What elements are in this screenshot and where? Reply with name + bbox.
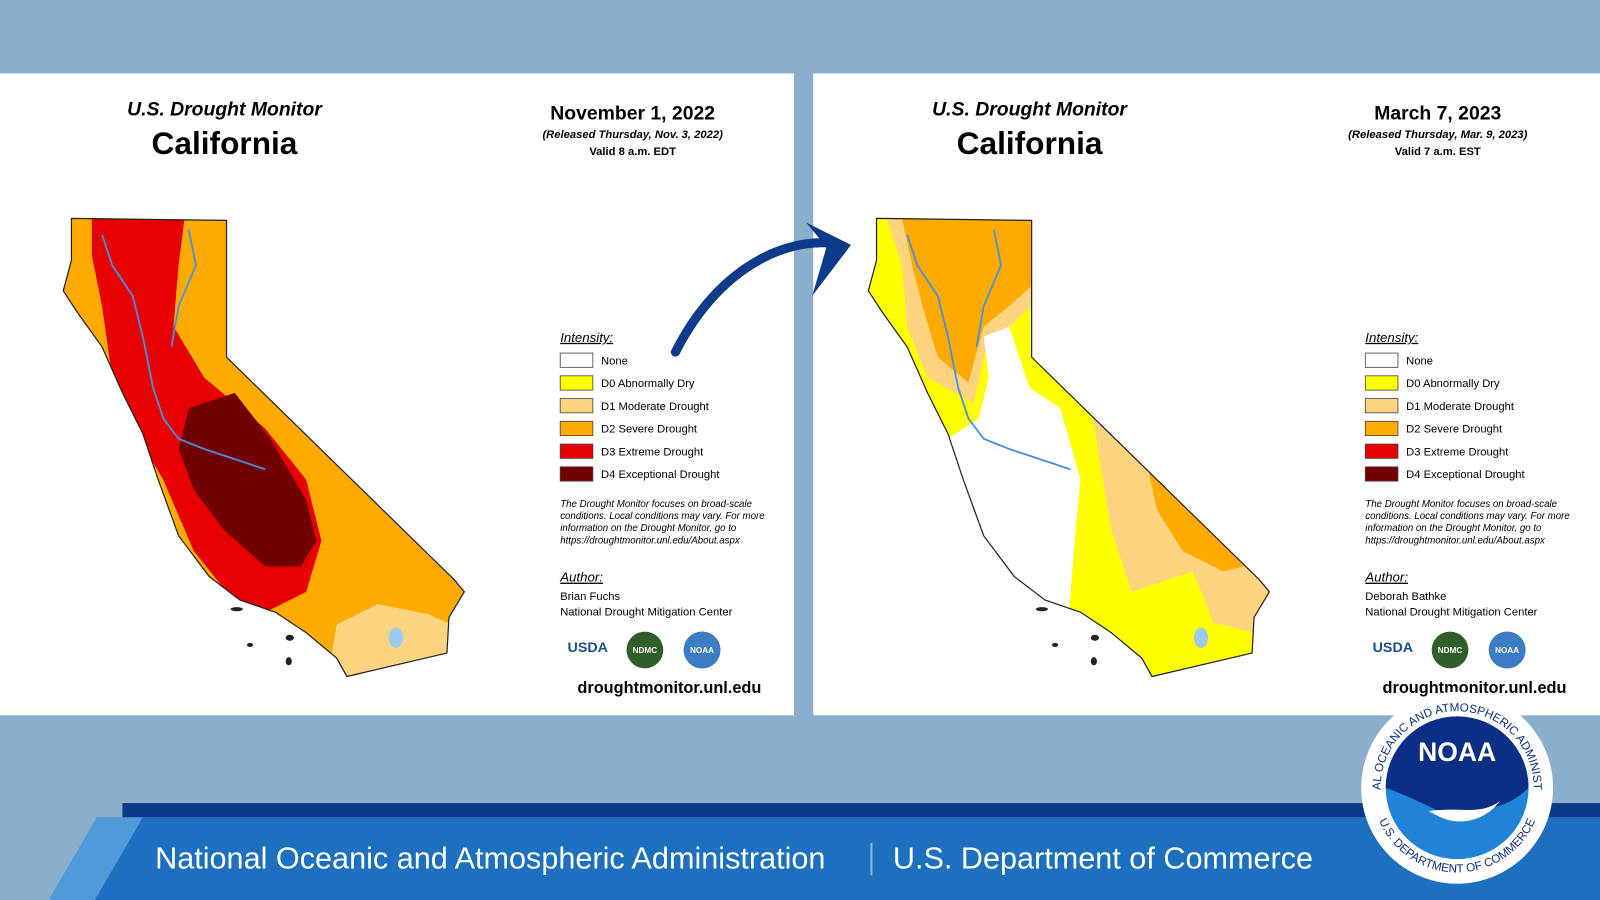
- note-line: The Drought Monitor focuses on broad-sca…: [560, 499, 752, 510]
- date: March 7, 2023: [1374, 102, 1501, 124]
- logo-badge: [1431, 631, 1469, 669]
- note-line: https://droughtmonitor.unl.edu/About.asp…: [560, 535, 741, 546]
- legend-swatch: [559, 466, 594, 482]
- valid: Valid 8 a.m. EDT: [589, 146, 676, 158]
- legend-swatch: [1364, 443, 1399, 459]
- legend-label: D0 Abnormally Dry: [1406, 378, 1500, 390]
- legend-label: D1 Moderate Drought: [1406, 401, 1515, 413]
- legend-swatch: [1364, 420, 1399, 437]
- seal-name: NOAA: [1418, 737, 1496, 767]
- logo: NDMC: [633, 646, 658, 655]
- state: California: [152, 125, 298, 161]
- legend-swatch: [559, 352, 594, 368]
- valid: Valid 7 a.m. EST: [1395, 146, 1481, 158]
- note-line: information on the Drought Monitor, go t…: [1365, 523, 1542, 534]
- legend-title: Intensity:: [560, 330, 613, 345]
- logo-badge: [683, 631, 721, 669]
- legend-label: D3 Extreme Drought: [601, 446, 704, 458]
- legend-swatch: [1364, 398, 1399, 414]
- legend-label: D3 Extreme Drought: [1406, 446, 1509, 458]
- legend-label: D4 Exceptional Drought: [1406, 469, 1525, 481]
- legend-swatch: [1364, 375, 1399, 391]
- footer-bar: [48, 817, 1600, 900]
- legend-label: D1 Moderate Drought: [601, 401, 710, 413]
- logo: USDA: [1373, 640, 1413, 656]
- legend-label: D4 Exceptional Drought: [601, 469, 720, 481]
- author: Deborah Bathke: [1365, 591, 1446, 603]
- legend-label: D2 Severe Drought: [1406, 424, 1503, 436]
- note-line: information on the Drought Monitor, go t…: [560, 523, 737, 534]
- legend-swatch: [559, 375, 594, 391]
- legend-swatch: [1364, 466, 1399, 482]
- note-line: conditions. Local conditions may vary. F…: [1365, 511, 1570, 522]
- note-line: The Drought Monitor focuses on broad-sca…: [1365, 499, 1557, 510]
- logo-badge: [1488, 631, 1526, 669]
- legend-swatch: [1364, 352, 1399, 368]
- legend-swatch: [559, 420, 594, 437]
- author-label: Author:: [559, 570, 603, 585]
- legend-label: D0 Abnormally Dry: [601, 378, 695, 390]
- date: November 1, 2022: [550, 102, 715, 124]
- author-label: Author:: [1364, 570, 1408, 585]
- heading: U.S. Drought Monitor: [127, 98, 323, 120]
- released: (Released Thursday, Mar. 9, 2023): [1348, 129, 1527, 141]
- note-line: conditions. Local conditions may vary. F…: [560, 511, 765, 522]
- organization: National Drought Mitigation Center: [1365, 606, 1537, 618]
- author: Brian Fuchs: [560, 591, 620, 603]
- arrow-head: [806, 222, 852, 296]
- url: droughtmonitor.unl.edu: [1383, 679, 1567, 697]
- footer-text: U.S. Department of Commerce: [893, 841, 1313, 875]
- legend-label: None: [1406, 355, 1433, 367]
- legend-title: Intensity:: [1365, 330, 1418, 345]
- footer-accent: [48, 817, 143, 900]
- heading: U.S. Drought Monitor: [932, 98, 1128, 120]
- logo: NOAA: [690, 646, 714, 655]
- note-line: https://droughtmonitor.unl.edu/About.asp…: [1365, 535, 1546, 546]
- organization: National Drought Mitigation Center: [560, 606, 732, 618]
- legend-swatch: [559, 398, 594, 414]
- legend-swatch: [559, 443, 594, 459]
- released: (Released Thursday, Nov. 3, 2022): [542, 129, 723, 141]
- state: California: [957, 125, 1103, 161]
- footer-stripe: [122, 803, 1600, 818]
- url: droughtmonitor.unl.edu: [577, 679, 761, 697]
- logo-badge: [626, 631, 664, 669]
- logo: NDMC: [1438, 646, 1463, 655]
- footer-text: National Oceanic and Atmospheric Adminis…: [155, 841, 825, 875]
- legend-label: None: [601, 355, 628, 367]
- logo: NOAA: [1495, 646, 1519, 655]
- legend-label: D2 Severe Drought: [601, 424, 698, 436]
- arrow: [670, 238, 834, 357]
- logo: USDA: [568, 640, 608, 656]
